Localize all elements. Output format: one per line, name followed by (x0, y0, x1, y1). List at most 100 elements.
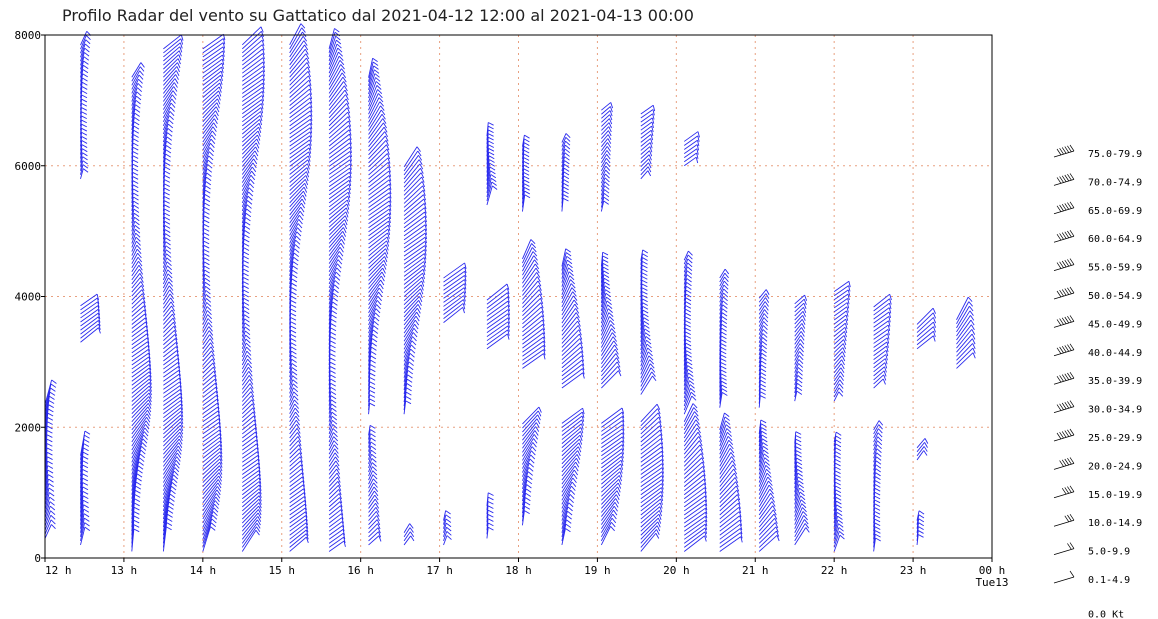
barb-feather (839, 530, 845, 536)
wind-barb (241, 293, 250, 305)
barb-feather (132, 184, 139, 189)
barb-feather (764, 461, 770, 466)
barb-feather (295, 419, 301, 426)
barb-feather (290, 342, 297, 347)
wind-barb (600, 521, 616, 542)
barb-shaft (328, 64, 342, 86)
barb-feather (132, 192, 139, 197)
wind-barb (241, 301, 250, 313)
barb-feather (143, 431, 149, 437)
wind-barb (131, 434, 148, 459)
barb-shaft (131, 285, 142, 297)
barb-shaft (368, 170, 390, 188)
barb-feather (251, 399, 255, 406)
wind-barb (443, 283, 467, 299)
barb-feather (243, 301, 250, 306)
wind-barb (328, 171, 352, 188)
barb-shaft (162, 213, 165, 224)
wind-barb (241, 330, 251, 341)
barb-shaft (163, 388, 181, 402)
wind-barb (368, 453, 377, 464)
wind-barb (289, 131, 313, 147)
barb-feather (246, 350, 252, 356)
barb-shaft (202, 189, 206, 203)
barb-shaft (683, 523, 706, 540)
barb-feather (251, 166, 257, 173)
wind-barb (80, 69, 89, 82)
barb-shaft (289, 88, 310, 106)
wind-barb (202, 147, 215, 163)
barb-shaft (202, 122, 214, 139)
wind-barb (601, 361, 621, 381)
barb-shaft (328, 167, 351, 183)
barb-shaft (328, 525, 343, 536)
barb-shaft (368, 490, 375, 501)
barb-shaft (289, 57, 307, 78)
wind-barb (162, 102, 176, 118)
barb-shaft (328, 227, 344, 244)
barb-feather (722, 296, 728, 302)
barb-feather (761, 427, 767, 431)
barb-shaft (163, 403, 182, 419)
barb-shaft (328, 306, 333, 321)
barb-feather (210, 526, 216, 531)
barb-feather (244, 314, 250, 319)
wind-barb (241, 350, 252, 362)
barb-feather (381, 114, 386, 120)
barb-shaft (368, 101, 381, 123)
wind-barb (403, 207, 427, 225)
barb-shaft (44, 510, 51, 527)
barb-feather (374, 73, 380, 78)
barb-shaft (640, 502, 661, 520)
barb-shaft (403, 323, 415, 342)
barb-shaft (561, 256, 568, 275)
wind-barb (368, 224, 391, 241)
barb-shaft (368, 441, 372, 452)
barb-shaft (640, 146, 651, 155)
barb-feather (571, 287, 577, 293)
barb-shaft (368, 275, 382, 293)
barb-shaft (289, 283, 292, 297)
barb-feather (165, 237, 171, 242)
wind-barb (403, 245, 427, 261)
barb-feather (82, 73, 88, 78)
wind-barb (162, 245, 171, 256)
barb-feather (50, 383, 57, 388)
barb-feather (569, 494, 575, 499)
barb-feather (529, 462, 535, 468)
barb-feather (219, 451, 223, 458)
barb-shaft (241, 371, 250, 382)
wind-barb (202, 257, 210, 268)
barb-feather (369, 402, 376, 407)
barb-feather (178, 374, 182, 381)
barb-feather (568, 271, 574, 277)
barb-feather (370, 437, 376, 442)
wind-barb (162, 132, 173, 147)
barb-shaft (328, 387, 332, 398)
barb-shaft (443, 518, 447, 529)
barb-feather (144, 317, 148, 324)
barb-feather (145, 321, 148, 328)
barb-feather (614, 348, 619, 355)
barb-shaft (202, 507, 215, 532)
wind-barb (131, 212, 140, 224)
barb-shaft (640, 138, 651, 147)
wind-barb (131, 74, 144, 90)
barb-shaft (600, 312, 610, 332)
barb-shaft (241, 529, 257, 552)
wind-barb (241, 126, 262, 143)
barb-feather (348, 120, 352, 127)
barb-feather (207, 159, 213, 165)
barb-feather (579, 333, 583, 340)
barb-shaft (202, 151, 210, 167)
barb-shaft (601, 114, 611, 123)
barb-shaft (202, 78, 221, 94)
wind-barb (561, 316, 581, 336)
barb-feather (179, 385, 182, 392)
barb-shaft (368, 478, 374, 489)
barb-shaft (202, 425, 220, 439)
wind-barb (44, 478, 54, 498)
barb-feather (298, 444, 302, 451)
barb-shaft (601, 110, 611, 119)
wind-barb (289, 101, 313, 119)
